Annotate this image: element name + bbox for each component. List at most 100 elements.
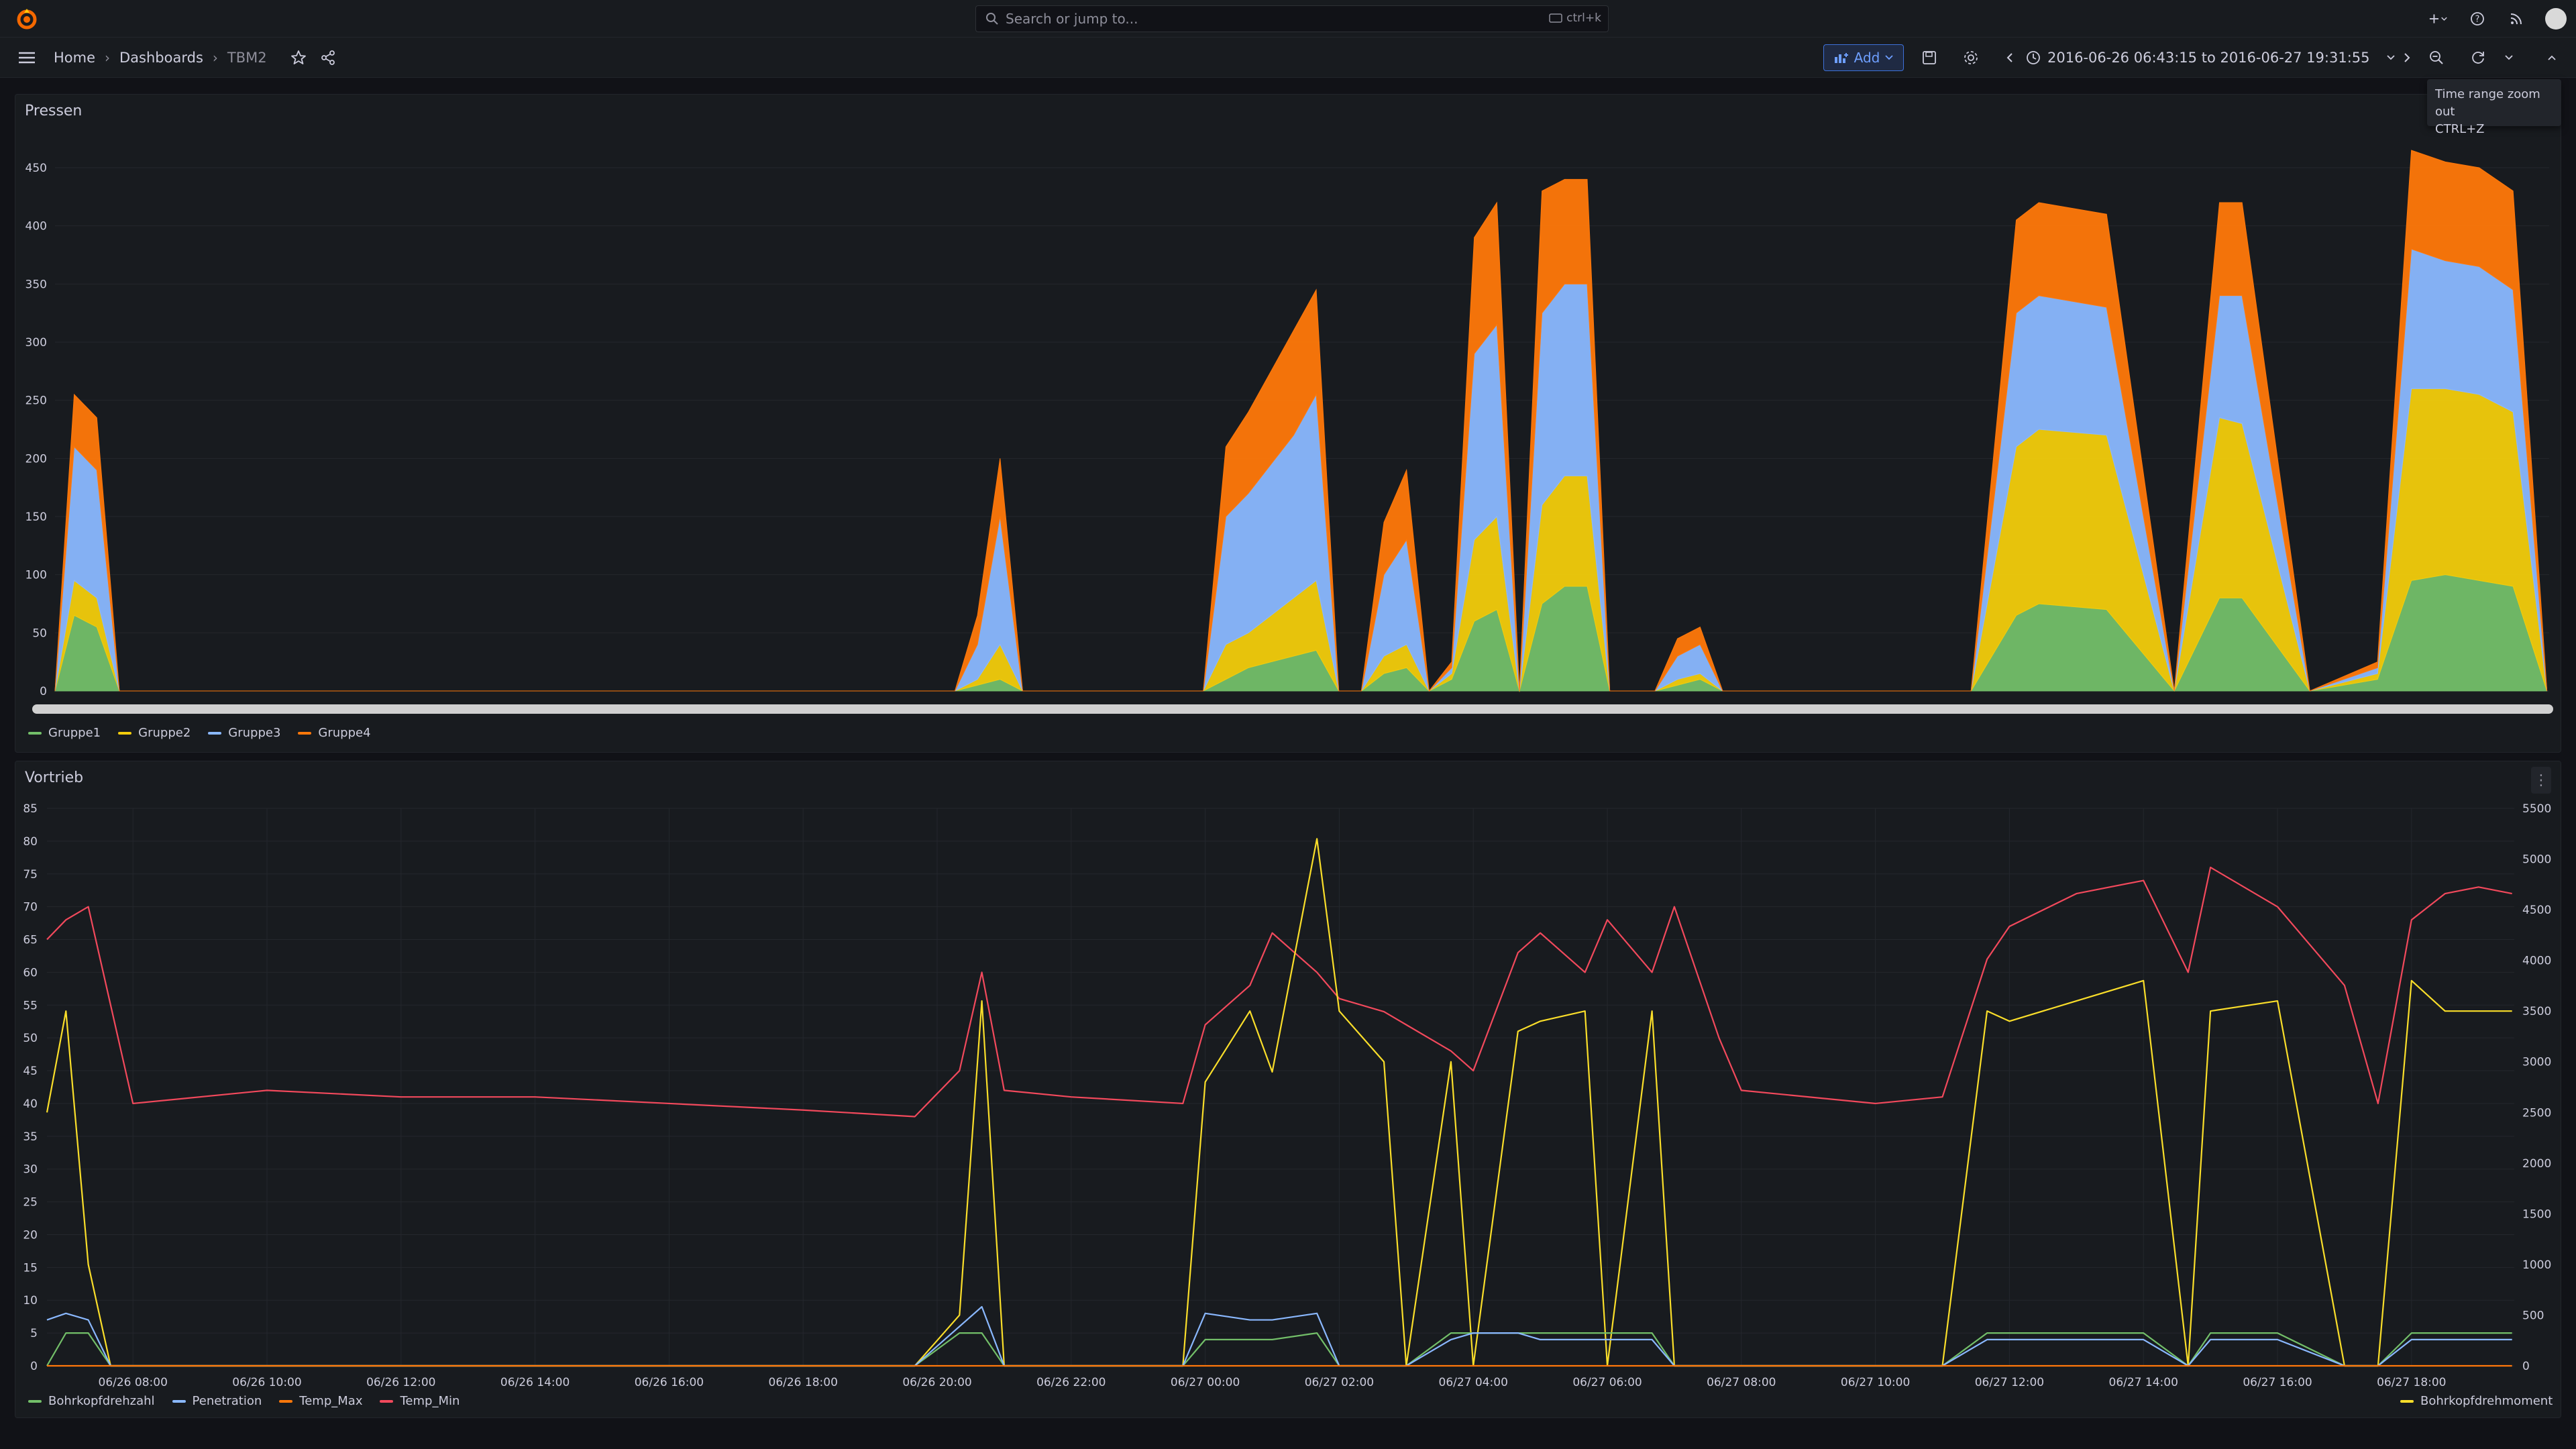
legend-item-gruppe2[interactable]: Gruppe2: [118, 726, 191, 740]
x-tick-label: 06/27 16:00: [2243, 1376, 2312, 1389]
line-series-bohrkopfdrehzahl: [46, 1332, 2512, 1367]
panel-title: Pressen: [25, 103, 83, 119]
y-tick-label-left: 55: [23, 999, 38, 1012]
y-tick-label-right: 3000: [2522, 1056, 2551, 1069]
add-button[interactable]: Add: [1823, 44, 1904, 71]
y-tick-label-left: 0: [30, 1360, 38, 1373]
legend-label: Gruppe3: [228, 726, 281, 740]
legend-label: Bohrkopfdrehzahl: [48, 1394, 155, 1408]
chevron-up-icon: [2548, 55, 2556, 60]
zoom-out-tooltip: Time range zoom out CTRL+Z: [2427, 79, 2561, 136]
x-tick-label: 06/27 02:00: [1305, 1376, 1374, 1389]
legend-item-bohrkopfdrehzahl[interactable]: Bohrkopfdrehzahl: [28, 1394, 155, 1408]
time-range-label: 2016-06-26 06:43:15 to 2016-06-27 19:31:…: [2047, 50, 2370, 66]
refresh-interval-dropdown[interactable]: [2498, 47, 2520, 68]
pressen-legend: Gruppe1 Gruppe2 Gruppe3 Gruppe4: [28, 726, 371, 740]
legend-item-bohrkopfdrehmoment[interactable]: Bohrkopfdrehmoment: [2400, 1394, 2553, 1408]
legend-swatch: [172, 1399, 186, 1403]
x-tick-label: 06/27 14:00: [2109, 1376, 2178, 1389]
x-tick-label: 06/27 18:00: [2377, 1376, 2446, 1389]
star-button[interactable]: [288, 48, 309, 68]
grafana-logo-icon[interactable]: [15, 7, 39, 31]
y-tick-label-left: 20: [23, 1228, 38, 1242]
breadcrumb-current: TBM2: [227, 50, 267, 66]
y-tick-label-left: 30: [23, 1163, 38, 1177]
dashboard-nav-bar: Home › Dashboards › TBM2 Add 2016-06-26 …: [0, 38, 2576, 78]
news-button[interactable]: [2506, 9, 2526, 29]
share-button[interactable]: [318, 48, 338, 68]
y-tick-label-left: 80: [23, 835, 38, 849]
time-shift-back-button[interactable]: [1999, 47, 2021, 68]
dashboard-settings-button[interactable]: [1960, 47, 1982, 68]
panel-vortrieb: Vortrieb ⋮: [15, 761, 2561, 1418]
legend-item-penetration[interactable]: Penetration: [172, 1394, 262, 1408]
tooltip-shortcut: CTRL+Z: [2435, 122, 2485, 136]
y-tick-label: 50: [32, 627, 47, 640]
add-button-label: Add: [1854, 50, 1880, 66]
y-tick-label-left: 45: [23, 1065, 38, 1078]
y-tick-label-left: 65: [23, 934, 38, 947]
y-tick-label: 250: [25, 394, 47, 408]
y-tick-label-left: 40: [23, 1097, 38, 1111]
zoom-out-icon: [2430, 51, 2443, 64]
legend-item-gruppe4[interactable]: Gruppe4: [298, 726, 371, 740]
search-input[interactable]: Search or jump to... ctrl+k: [975, 5, 1609, 32]
zoom-out-button[interactable]: [2426, 47, 2447, 68]
gear-icon: [1964, 51, 1978, 64]
x-tick-label: 06/27 00:00: [1171, 1376, 1240, 1389]
panel-menu-button[interactable]: ⋮: [2531, 767, 2551, 794]
legend-swatch: [28, 1399, 42, 1403]
horizontal-scrollbar[interactable]: [32, 704, 2553, 714]
breadcrumb-home[interactable]: Home: [54, 50, 96, 66]
y-tick-label: 450: [25, 162, 47, 175]
help-icon: ?: [2471, 12, 2484, 25]
help-button[interactable]: ?: [2467, 9, 2487, 29]
collapse-toolbar-button[interactable]: [2541, 47, 2563, 68]
search-icon: [986, 13, 998, 25]
panel-title: Vortrieb: [25, 769, 84, 786]
x-tick-label: 06/26 10:00: [232, 1376, 301, 1389]
x-tick-label: 06/26 16:00: [635, 1376, 704, 1389]
top-right-actions: ?: [2428, 5, 2567, 32]
y-tick-label-right: 2000: [2522, 1157, 2551, 1171]
top-bar: Search or jump to... ctrl+k ?: [0, 0, 2576, 38]
x-tick-label: 06/27 12:00: [1975, 1376, 2044, 1389]
legend-item-gruppe3[interactable]: Gruppe3: [208, 726, 280, 740]
pressen-stacked-area-chart[interactable]: 0 50 100 150 200 250 300 350 400 450: [0, 0, 2576, 758]
y-tick-label-left: 50: [23, 1032, 38, 1045]
y-tick-label-left: 5: [30, 1327, 38, 1340]
y-tick-label-right: 4000: [2522, 955, 2551, 968]
legend-item-temp-max[interactable]: Temp_Max: [279, 1394, 362, 1408]
y-tick-label-left: 25: [23, 1196, 38, 1210]
y-tick-label: 200: [25, 452, 47, 466]
new-menu-button[interactable]: [2428, 9, 2449, 29]
y-tick-label-right: 500: [2522, 1309, 2544, 1322]
save-dashboard-button[interactable]: [1919, 47, 1940, 68]
user-avatar[interactable]: [2545, 8, 2567, 30]
breadcrumb-dashboards[interactable]: Dashboards: [119, 50, 203, 66]
legend-label: Gruppe2: [138, 726, 191, 740]
menu-icon[interactable]: [16, 47, 38, 68]
chevron-right-icon: ›: [105, 50, 111, 66]
legend-item-gruppe1[interactable]: Gruppe1: [28, 726, 101, 740]
chevron-right-icon: ›: [212, 50, 218, 66]
rss-icon: [2510, 13, 2522, 25]
refresh-button[interactable]: [2467, 47, 2489, 68]
y-tick-label-left: 85: [23, 802, 38, 816]
legend-swatch: [380, 1399, 394, 1403]
y-tick-label-left: 60: [23, 966, 38, 979]
x-tick-label: 06/26 14:00: [500, 1376, 570, 1389]
legend-swatch: [208, 731, 222, 735]
y-tick-label: 400: [25, 220, 47, 233]
time-range-picker[interactable]: 2016-06-26 06:43:15 to 2016-06-27 19:31:…: [2026, 46, 2396, 70]
vortrieb-legend-right: Bohrkopfdrehmoment: [2400, 1394, 2553, 1408]
y-tick-label: 350: [25, 278, 47, 291]
legend-swatch: [118, 731, 132, 735]
legend-label: Gruppe1: [48, 726, 101, 740]
svg-text:?: ?: [2475, 15, 2480, 25]
time-shift-forward-button[interactable]: [2396, 47, 2418, 68]
breadcrumb: Home › Dashboards › TBM2: [54, 47, 338, 68]
y-tick-label-right: 1000: [2522, 1258, 2551, 1272]
legend-item-temp-min[interactable]: Temp_Min: [380, 1394, 460, 1408]
